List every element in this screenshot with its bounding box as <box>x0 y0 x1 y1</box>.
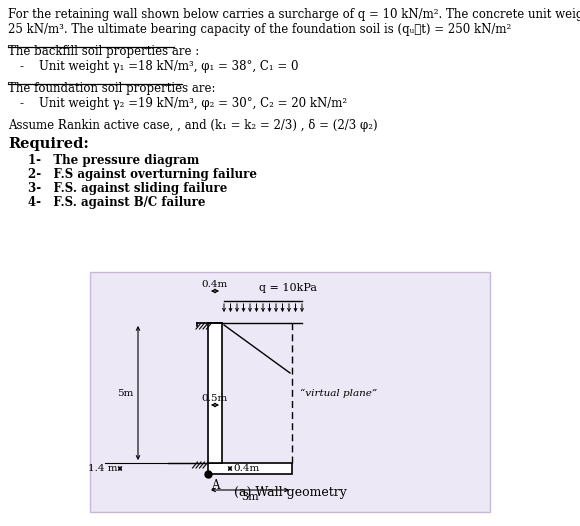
Text: (a) Wall geometry: (a) Wall geometry <box>234 486 346 499</box>
Text: Assume Rankin active case, , and (k₁ = k₂ = 2/3) , δ = (2/3 φ₂): Assume Rankin active case, , and (k₁ = k… <box>8 119 378 132</box>
Text: 2-   F.S against overturning failure: 2- F.S against overturning failure <box>28 168 257 181</box>
Text: 4-   F.S. against B/C failure: 4- F.S. against B/C failure <box>28 196 205 209</box>
Text: A: A <box>211 479 219 492</box>
Text: The foundation soil properties are:: The foundation soil properties are: <box>8 82 216 95</box>
Text: 3-   F.S. against sliding failure: 3- F.S. against sliding failure <box>28 182 227 195</box>
Bar <box>90 272 490 512</box>
Text: “virtual plane”: “virtual plane” <box>300 388 377 398</box>
Bar <box>208 323 222 463</box>
Text: 0.5m: 0.5m <box>202 394 228 403</box>
Text: 1-   The pressure diagram: 1- The pressure diagram <box>28 154 200 167</box>
Text: Required:: Required: <box>8 137 89 151</box>
Text: 1.4 m: 1.4 m <box>88 464 117 473</box>
Bar <box>208 463 292 474</box>
Text: 0.4m: 0.4m <box>233 464 259 473</box>
Text: -    Unit weight γ₂ =19 kN/m³, φ₂ = 30°, C₂ = 20 kN/m²: - Unit weight γ₂ =19 kN/m³, φ₂ = 30°, C₂… <box>20 97 347 110</box>
Text: 25 kN/m³. The ultimate bearing capacity of the foundation soil is (qᵤℓt) = 250 k: 25 kN/m³. The ultimate bearing capacity … <box>8 23 511 36</box>
Text: 0.4m: 0.4m <box>202 280 228 289</box>
Text: For the retaining wall shown below carries a surcharge of q = 10 kN/m². The conc: For the retaining wall shown below carri… <box>8 8 580 21</box>
Text: -    Unit weight γ₁ =18 kN/m³, φ₁ = 38°, C₁ = 0: - Unit weight γ₁ =18 kN/m³, φ₁ = 38°, C₁… <box>20 60 299 73</box>
Text: 5m: 5m <box>117 389 133 398</box>
Text: The backfill soil properties are :: The backfill soil properties are : <box>8 45 200 58</box>
Text: q = 10kPa: q = 10kPa <box>259 283 317 293</box>
Text: 3m: 3m <box>241 492 259 502</box>
